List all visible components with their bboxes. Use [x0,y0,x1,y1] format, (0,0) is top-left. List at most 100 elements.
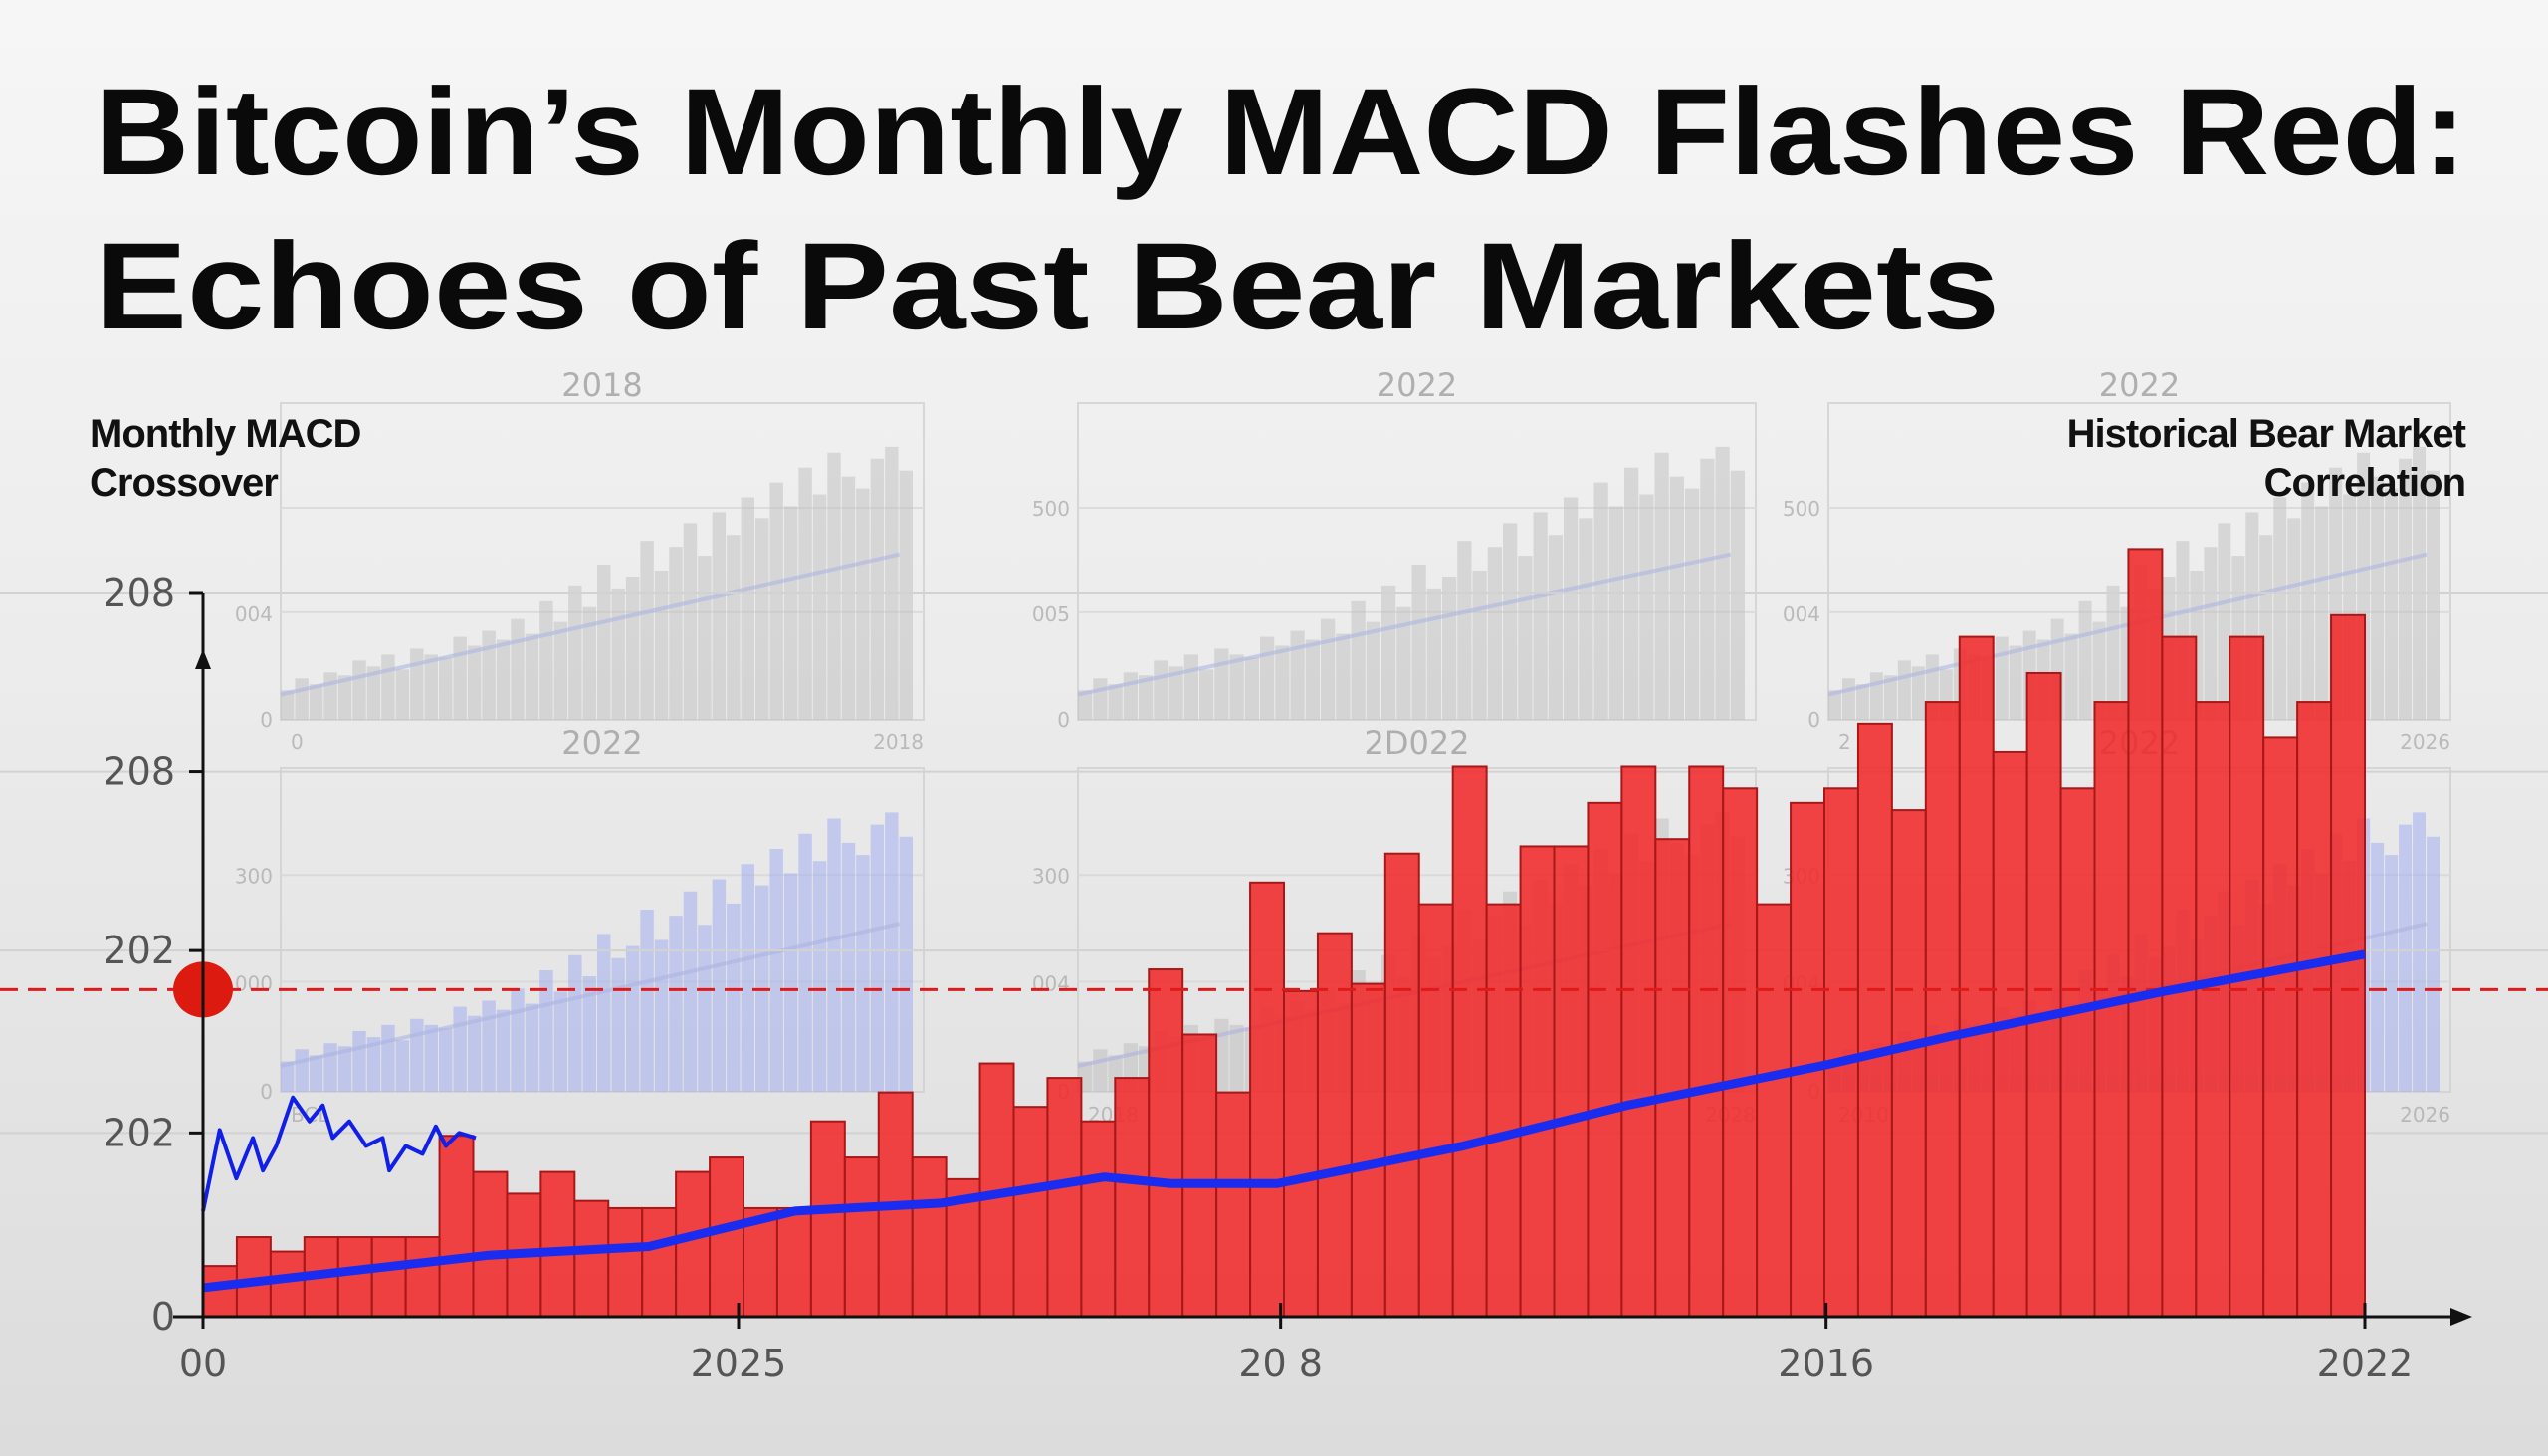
ghost-bar [1351,600,1366,720]
ghost-panel: 2018 0 004 0 2018 [235,366,925,754]
ghost-bar [337,675,352,720]
histogram-bar [269,1250,306,1318]
ghost-bar [525,1003,539,1092]
ghost-bar [1579,518,1593,720]
ghost-bar [1229,654,1244,720]
ghost-bar [381,1024,395,1092]
ghost-bar [1669,476,1684,720]
ghost-bar [1411,565,1426,720]
ghost-bar [2078,600,2092,720]
ghost-bar [1730,470,1745,720]
histogram-bar [1722,787,1759,1318]
histogram-bar [336,1236,373,1319]
histogram-bar [1417,903,1454,1318]
histogram-bar [573,1199,610,1319]
histogram-bar [1283,989,1319,1318]
ghost-bar [683,523,698,720]
ghost-bar [654,939,669,1092]
histogram-bar [1350,982,1386,1319]
y-tick-label: 208 [103,571,175,615]
ghost-bar [1123,672,1138,720]
ghost-bar [885,812,899,1092]
ghost-bar [295,1049,309,1092]
histogram-bar [675,1170,712,1318]
ghost-bar [856,488,870,720]
histogram-bar [1654,838,1691,1318]
ghost-bar [424,1024,438,1092]
ghost-bar [2371,476,2385,720]
ghost-bar [2427,470,2440,720]
ghost-bar [1855,684,1869,720]
ghost-bar [741,497,754,720]
ghost-bar [1093,678,1108,720]
ghost-bar [1139,675,1154,720]
ghost-bar [841,476,856,720]
ghost-bar [2385,855,2399,1092]
ghost-bar [395,1040,410,1092]
ghost-bar [755,518,769,720]
ghost-trend-line [280,552,900,697]
ghost-bar [1700,458,1715,720]
histogram-bar [775,1206,812,1318]
ghost-bar [352,660,366,720]
ghost-bar [281,1061,295,1092]
ghost-bar [1305,639,1320,720]
ghost-bar [453,1006,467,1092]
histogram-bar [1046,1077,1083,1318]
ghost-bar [1214,648,1229,720]
histogram-bar [2161,635,2198,1318]
ghost-bar [1108,684,1123,720]
ghost-bar [712,879,727,1092]
right-label-line2: Correlation [2264,461,2465,505]
x-tick-label: 20 8 [1238,1342,1323,1385]
macd-line [201,1095,477,1212]
histogram-bar [1148,968,1184,1318]
ghost-bar [1503,523,1518,720]
ghost-panel: 2022 0 005 500 [1032,366,1757,731]
ghost-bar [2204,547,2218,720]
ghost-bar [568,585,582,720]
ghost-bar [1548,535,1563,720]
ghost-bar [439,1027,453,1092]
histogram-bar [1215,1091,1252,1318]
ghost-bar [611,957,625,1092]
ghost-tick-label: 000 [235,972,273,996]
ghost-x-label: 2026 [2400,730,2450,754]
ghost-panel-frame [1077,402,1757,721]
ghost-bar [1608,506,1623,720]
histogram-bar [1924,701,1961,1318]
histogram-bar [370,1236,407,1319]
ghost-bar [323,672,337,720]
ghost-x-label: 2 [1838,730,1851,754]
ghost-bar [410,648,424,720]
histogram-bar [709,1156,744,1319]
ghost-bar [1260,636,1275,720]
ghost-bar [769,849,783,1092]
ghost-bar [2301,482,2315,720]
ghost-bar [366,1037,381,1092]
histogram-bar [1249,881,1285,1318]
ghost-tick-label: 004 [1783,602,1820,626]
ghost-bar [1214,1018,1229,1092]
ghost-tick-label: 0 [260,708,273,731]
y-tick-label: 202 [103,929,175,972]
ghost-tick-label: 300 [1032,864,1070,888]
ghost-bar [1154,660,1168,720]
ghost-bar [482,630,496,720]
ghost-bar [496,1009,511,1092]
histogram-bar [641,1206,678,1318]
ghost-bar [856,855,870,1092]
ghost-bar [1487,547,1502,720]
x-tick-label: 2022 [2317,1342,2414,1385]
ghost-bar [525,633,539,720]
ghost-bar [654,571,669,720]
ghost-bar [323,1043,337,1092]
ghost-bar [1685,488,1700,720]
right-label-line1: Historical Bear Market [2067,412,2466,456]
ghost-bar [2287,518,2301,720]
ghost-bar [1366,621,1380,720]
ghost-bar [1336,633,1351,720]
ghost-bar [337,1046,352,1092]
ghost-bar [827,452,841,720]
